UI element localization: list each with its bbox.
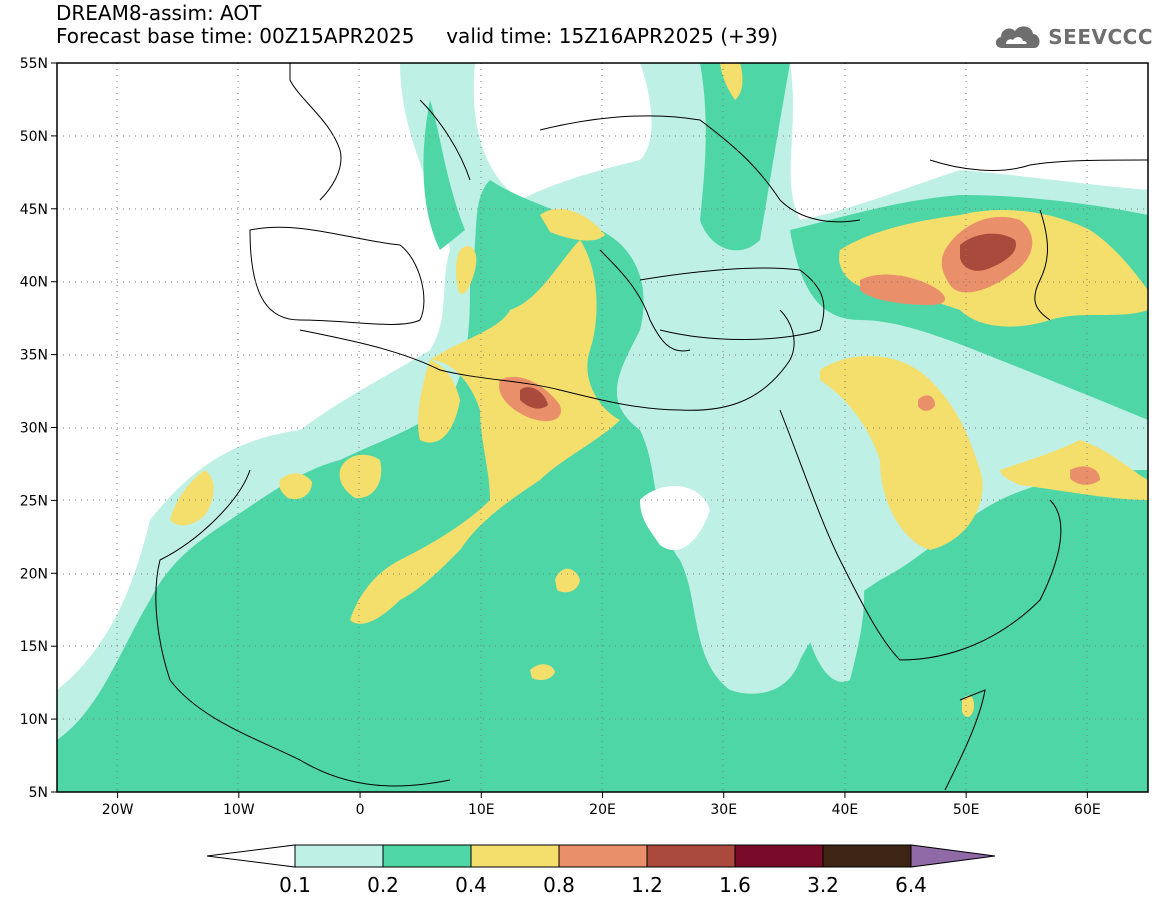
lat-label: 10N bbox=[20, 712, 48, 728]
lon-label: 50E bbox=[953, 802, 980, 818]
colorbar-level-label: 0.1 bbox=[279, 873, 311, 897]
colorbar-level-label: 0.8 bbox=[543, 873, 575, 897]
colorbar-segment bbox=[294, 844, 384, 868]
lat-label: 20N bbox=[20, 566, 48, 582]
lon-label: 20W bbox=[102, 802, 134, 818]
lat-label: 40N bbox=[20, 275, 48, 291]
aot-level-0.4 bbox=[170, 63, 1148, 717]
lon-label: 20E bbox=[589, 802, 616, 818]
colorbar-segment bbox=[822, 844, 912, 868]
colorbar-level-label: 0.4 bbox=[455, 873, 487, 897]
colorbar-level-label: 3.2 bbox=[807, 873, 839, 897]
lat-label: 50N bbox=[20, 129, 48, 145]
longitude-labels: 20W 10W 0 10E 20E 30E 40E 50E 60E bbox=[102, 792, 1101, 818]
lat-label: 45N bbox=[20, 202, 48, 218]
lat-label: 5N bbox=[29, 785, 48, 801]
title-line-1: DREAM8-assim: AOT bbox=[56, 1, 262, 25]
title-block: DREAM8-assim: AOT Forecast base time: 00… bbox=[56, 2, 778, 48]
title-line-2: Forecast base time: 00Z15APR2025 valid t… bbox=[56, 24, 779, 48]
latitude-labels: 55N 50N 45N 40N 35N 30N 25N 20N 15N 10N 5N bbox=[20, 56, 57, 801]
aot-field bbox=[57, 63, 1148, 792]
colorbar-level-label: 0.2 bbox=[367, 873, 399, 897]
lon-label: 0 bbox=[356, 802, 365, 818]
seevccc-logo: SEEVCCC bbox=[992, 22, 1153, 52]
cloud-icon bbox=[996, 26, 1040, 48]
lat-label: 30N bbox=[20, 421, 48, 437]
lat-label: 25N bbox=[20, 493, 48, 509]
colorbar-level-label: 6.4 bbox=[895, 873, 927, 897]
logo-text: SEEVCCC bbox=[1048, 25, 1153, 49]
lon-label: 10W bbox=[223, 802, 255, 818]
colorbar-segment bbox=[470, 844, 560, 868]
colorbar-right-extension bbox=[910, 844, 996, 868]
colorbar-segment bbox=[646, 844, 736, 868]
colorbar-segment bbox=[382, 844, 472, 868]
colorbar-level-label: 1.6 bbox=[719, 873, 751, 897]
colorbar-left-extension bbox=[206, 844, 296, 868]
colorbar-segment bbox=[558, 844, 648, 868]
colorbar: 0.1 0.2 0.4 0.8 1.2 1.6 3.2 6.4 bbox=[206, 844, 996, 897]
lat-label: 35N bbox=[20, 348, 48, 364]
lon-label: 40E bbox=[832, 802, 859, 818]
lon-label: 10E bbox=[468, 802, 495, 818]
colorbar-segment bbox=[734, 844, 824, 868]
colorbar-level-label: 1.2 bbox=[631, 873, 663, 897]
lat-label: 55N bbox=[20, 56, 48, 72]
coastlines bbox=[155, 63, 1148, 791]
lon-label: 60E bbox=[1074, 802, 1101, 818]
lon-label: 30E bbox=[710, 802, 737, 818]
aot-level-1.2 bbox=[520, 233, 1016, 409]
lat-label: 15N bbox=[20, 639, 48, 655]
